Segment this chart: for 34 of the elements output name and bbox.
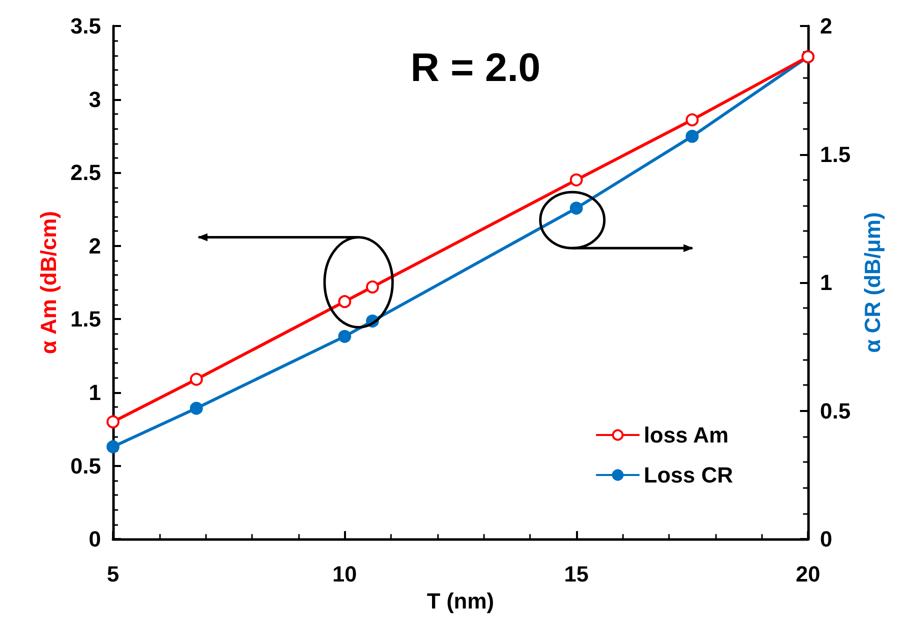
point [338, 330, 352, 343]
y-tick-label: 0.5 [70, 453, 101, 478]
y-tick-label: 3.5 [70, 14, 101, 38]
point [338, 295, 352, 308]
y2-tick-label: 0.5 [820, 398, 851, 424]
point [190, 402, 203, 415]
point [366, 280, 379, 294]
y-tick-label: 0 [88, 526, 101, 552]
x-tick-label: 20 [796, 562, 820, 587]
y-axis-title: α Am (dB/cm) [36, 211, 62, 354]
point [686, 113, 699, 126]
point [106, 440, 120, 454]
legend-label: loss Am [644, 422, 729, 448]
point [106, 415, 120, 428]
y2-axis-title: α CR (dB/μm) [860, 212, 885, 353]
y-tick-label: 3 [88, 86, 101, 112]
point [570, 173, 583, 186]
x-tick-label: 10 [332, 562, 357, 587]
y-tick-label: 1.5 [70, 306, 101, 332]
x-tick-label: 15 [564, 562, 589, 587]
text: R = 2.0 [410, 46, 541, 90]
y2-tick-label: 2 [820, 14, 832, 38]
y2-tick-label: 1 [820, 270, 832, 296]
point [570, 202, 583, 215]
x-axis-title: T (nm) [426, 588, 494, 614]
x-tick-label: 5 [106, 562, 120, 587]
y-tick-label: 2.5 [70, 160, 101, 186]
y2-tick-label: 1.5 [820, 142, 851, 167]
legend-label: Loss CR [644, 462, 734, 488]
y-tick-label: 1 [88, 380, 101, 405]
point [686, 130, 699, 143]
y-tick-label: 2 [88, 233, 101, 258]
point [190, 372, 203, 386]
y2-tick-label: 0 [820, 526, 832, 552]
